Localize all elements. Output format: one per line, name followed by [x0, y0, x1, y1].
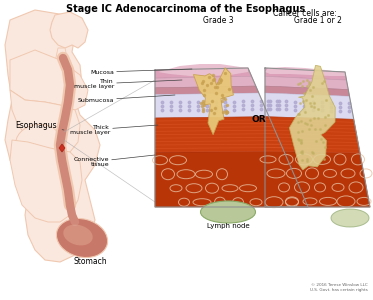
- Polygon shape: [265, 68, 347, 80]
- Text: Mucosa: Mucosa: [90, 69, 192, 74]
- Text: Cancer cells are:: Cancer cells are:: [273, 9, 337, 18]
- Text: Stomach: Stomach: [73, 257, 107, 266]
- Polygon shape: [59, 144, 65, 152]
- Polygon shape: [155, 68, 252, 78]
- Polygon shape: [265, 123, 355, 126]
- Polygon shape: [50, 12, 88, 48]
- Polygon shape: [155, 137, 278, 139]
- Text: Thin
muscle layer: Thin muscle layer: [73, 79, 182, 89]
- Polygon shape: [265, 147, 359, 150]
- Polygon shape: [289, 65, 335, 170]
- Polygon shape: [155, 126, 273, 128]
- Polygon shape: [158, 64, 248, 76]
- Text: Grade 3: Grade 3: [203, 16, 233, 25]
- Polygon shape: [265, 151, 360, 153]
- Polygon shape: [155, 147, 282, 149]
- Polygon shape: [155, 123, 272, 125]
- Polygon shape: [265, 76, 348, 89]
- Polygon shape: [265, 117, 360, 153]
- Polygon shape: [155, 130, 275, 132]
- Polygon shape: [265, 137, 357, 140]
- Polygon shape: [265, 140, 358, 143]
- Polygon shape: [265, 67, 345, 76]
- Ellipse shape: [201, 201, 256, 223]
- Polygon shape: [265, 133, 357, 136]
- Polygon shape: [5, 10, 100, 262]
- Polygon shape: [265, 93, 354, 119]
- Polygon shape: [10, 140, 82, 222]
- Polygon shape: [155, 151, 284, 152]
- Polygon shape: [155, 133, 276, 135]
- Polygon shape: [10, 90, 80, 152]
- Polygon shape: [155, 119, 270, 122]
- Polygon shape: [265, 130, 356, 133]
- Polygon shape: [155, 144, 281, 146]
- Text: © 2016 Terese Winslow LLC
U.S. Govt. has certain rights: © 2016 Terese Winslow LLC U.S. Govt. has…: [310, 284, 368, 292]
- Polygon shape: [155, 86, 259, 95]
- Polygon shape: [265, 86, 350, 96]
- Polygon shape: [265, 126, 355, 129]
- Ellipse shape: [331, 209, 369, 227]
- Text: Lymph node: Lymph node: [207, 223, 249, 229]
- Text: Grade 1 or 2: Grade 1 or 2: [294, 16, 342, 25]
- Polygon shape: [55, 48, 68, 65]
- Text: Thick
muscle layer: Thick muscle layer: [70, 124, 158, 135]
- Polygon shape: [155, 152, 308, 207]
- Text: Esophagus: Esophagus: [15, 121, 64, 130]
- Polygon shape: [155, 93, 269, 118]
- Polygon shape: [155, 76, 256, 88]
- Polygon shape: [155, 117, 284, 152]
- Polygon shape: [155, 140, 279, 142]
- Polygon shape: [265, 144, 359, 146]
- Ellipse shape: [63, 225, 93, 245]
- Text: OR: OR: [252, 116, 266, 124]
- Text: Connective
tissue: Connective tissue: [73, 155, 155, 167]
- Text: Submucosa: Submucosa: [78, 95, 175, 103]
- Ellipse shape: [16, 124, 60, 160]
- Ellipse shape: [56, 218, 107, 257]
- Polygon shape: [193, 68, 233, 135]
- Polygon shape: [265, 119, 354, 123]
- Polygon shape: [10, 50, 88, 110]
- Polygon shape: [265, 152, 370, 207]
- Text: Stage IC Adenocarcinoma of the Esophagus: Stage IC Adenocarcinoma of the Esophagus: [66, 4, 305, 14]
